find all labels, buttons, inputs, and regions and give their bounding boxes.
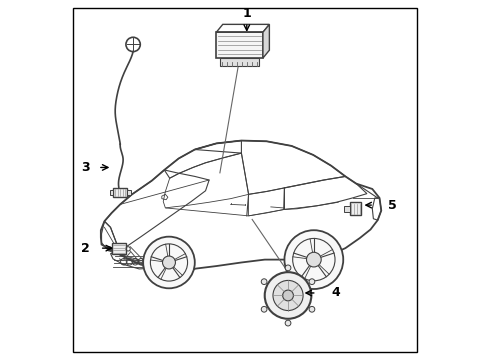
Text: 4: 4	[331, 287, 340, 300]
Circle shape	[285, 230, 343, 289]
Circle shape	[309, 306, 315, 312]
Circle shape	[283, 290, 294, 301]
Circle shape	[265, 272, 311, 319]
Circle shape	[285, 265, 291, 271]
Circle shape	[261, 306, 267, 312]
Circle shape	[307, 252, 321, 267]
Circle shape	[143, 237, 195, 288]
Text: 3: 3	[81, 161, 90, 174]
Bar	[113, 188, 127, 197]
Bar	[344, 206, 350, 212]
Circle shape	[163, 256, 175, 269]
Circle shape	[285, 320, 291, 326]
Bar	[110, 190, 113, 195]
Polygon shape	[263, 24, 270, 58]
FancyBboxPatch shape	[216, 32, 263, 58]
Text: 1: 1	[243, 8, 251, 21]
Text: 2: 2	[81, 242, 90, 255]
Circle shape	[309, 279, 315, 284]
Circle shape	[273, 280, 303, 311]
Bar	[350, 202, 361, 215]
Bar	[220, 58, 259, 66]
Circle shape	[261, 279, 267, 284]
Bar	[127, 190, 131, 195]
Bar	[112, 243, 126, 254]
Text: 5: 5	[389, 199, 397, 212]
